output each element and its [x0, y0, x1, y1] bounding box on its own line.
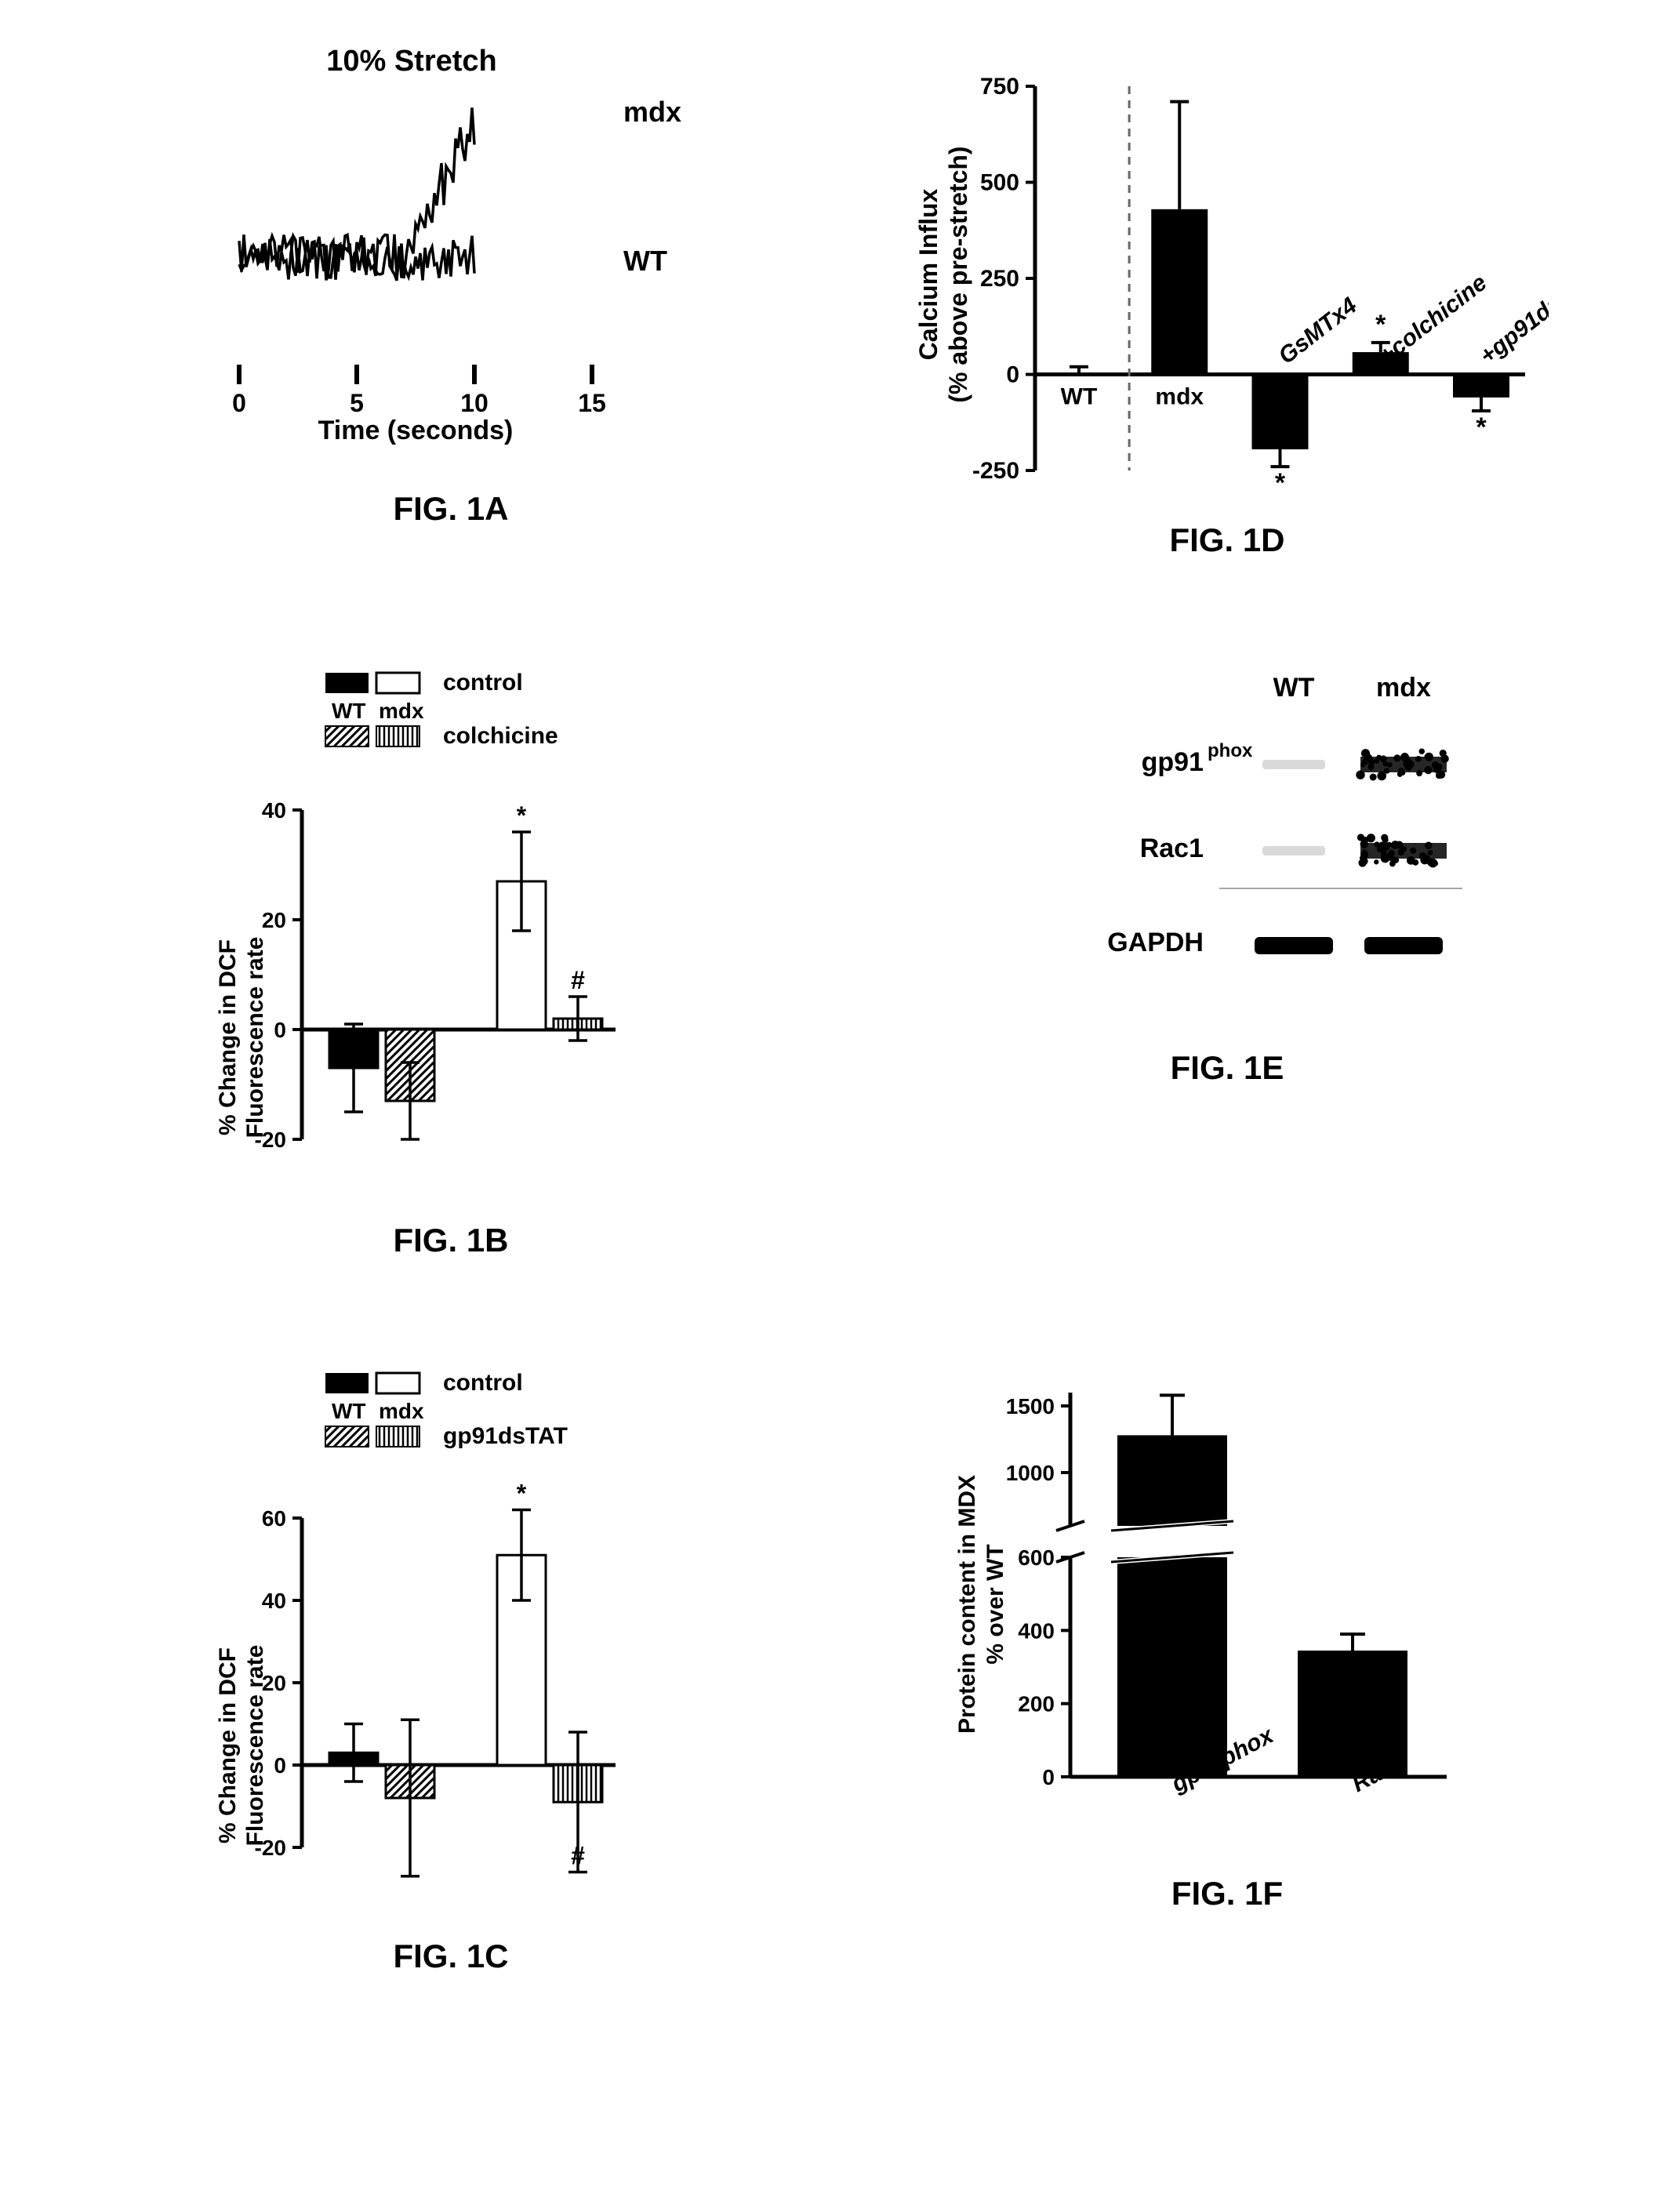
- svg-text:400: 400: [1018, 1618, 1055, 1643]
- panel-1a-chart: 10% Stretch 0 5 10 15 Time (seconds) mdx WT: [176, 31, 725, 470]
- panel-d-axes: -250 0 250 500 750: [972, 74, 1525, 484]
- svg-text:20: 20: [262, 908, 286, 932]
- svg-text:+colchicine: +colchicine: [1375, 270, 1492, 369]
- panel-1b-caption: FIG. 1B: [393, 1222, 508, 1259]
- panel-1e: WT mdx gp91phox Rac1 GAPDH FIG. 1E: [870, 653, 1584, 1259]
- panel-1d: Calcium Influx (% above pre-stretch) -25…: [870, 31, 1584, 559]
- svg-text:-20: -20: [255, 1128, 286, 1152]
- panel-c-legend: control WT mdx gp91dsTAT: [325, 1370, 568, 1449]
- panel-d-ylabel1: Calcium Influx: [914, 188, 943, 360]
- svg-text:200: 200: [1018, 1692, 1055, 1716]
- svg-text:gp91dsTAT: gp91dsTAT: [443, 1423, 568, 1449]
- svg-text:5: 5: [350, 389, 364, 417]
- svg-text:20: 20: [262, 1671, 286, 1695]
- svg-text:WT: WT: [332, 699, 366, 723]
- svg-text:*: *: [1476, 412, 1487, 442]
- figure-grid: 10% Stretch 0 5 10 15 Time (seconds) mdx WT…: [94, 31, 1584, 1975]
- svg-text:phox: phox: [1208, 740, 1253, 761]
- panel-b-legend: control WT mdx colchicine: [325, 670, 558, 749]
- svg-text:0: 0: [1006, 362, 1019, 388]
- panel-1d-caption: FIG. 1D: [1169, 521, 1284, 559]
- svg-text:250: 250: [980, 266, 1019, 292]
- svg-text:#: #: [571, 966, 585, 994]
- panel-1a-caption: FIG. 1A: [393, 490, 508, 528]
- svg-text:10: 10: [460, 389, 489, 417]
- svg-text:*: *: [517, 801, 527, 830]
- panel-c-bars: *#: [329, 1480, 602, 1876]
- panel-1c: controlWTmdxgp91dsTAT % Change in DCF Fl…: [94, 1353, 808, 1975]
- panel-1b: control WT mdx colchicine % Change in DCF F…: [94, 653, 808, 1259]
- svg-text:mdx: mdx: [1155, 384, 1204, 410]
- svg-text:colchicine: colchicine: [443, 723, 558, 749]
- svg-text:WT: WT: [1273, 673, 1315, 703]
- svg-text:*: *: [1375, 310, 1386, 340]
- svg-text:mdx: mdx: [379, 1399, 424, 1423]
- svg-text:*: *: [517, 1480, 527, 1508]
- svg-text:*: *: [1275, 468, 1286, 498]
- panel-a-xticks: 0 5 10 15: [232, 365, 606, 417]
- svg-text:0: 0: [1042, 1765, 1055, 1789]
- panel-a-xlabel: Time (seconds): [318, 416, 514, 445]
- panel-f-ylabel2: % over WT: [982, 1544, 1008, 1664]
- panel-d-ylabel2: (% above pre-stretch): [944, 146, 972, 402]
- panel-b-bars: *#: [329, 801, 602, 1139]
- panel-1c-caption: FIG. 1C: [393, 1938, 508, 1975]
- panel-a-mdx-label: mdx: [623, 96, 681, 128]
- svg-text:500: 500: [980, 170, 1019, 196]
- svg-text:0: 0: [232, 389, 246, 417]
- svg-text:1000: 1000: [1006, 1461, 1055, 1485]
- svg-text:control: control: [443, 670, 523, 696]
- svg-text:-20: -20: [255, 1836, 286, 1860]
- svg-text:15: 15: [578, 389, 606, 417]
- panel-1d-chart: Calcium Influx (% above pre-stretch) -25…: [906, 31, 1549, 502]
- svg-text:-250: -250: [972, 458, 1019, 484]
- panel-f-bars: gp91phoxRac1: [1111, 1395, 1410, 1797]
- svg-text:control: control: [443, 1370, 523, 1396]
- panel-b-ylabel2: Fluorescence rate: [242, 937, 268, 1139]
- panel-d-bars: WTmdx*GsMTx4*+colchicine*+gp91dsTAT: [1051, 102, 1549, 498]
- panel-c-ylabel1: % Change in DCF: [215, 1647, 241, 1843]
- panel-1a: 10% Stretch 0 5 10 15 Time (seconds) mdx WT…: [94, 31, 808, 559]
- panel-a-title: 10% Stretch: [326, 45, 497, 78]
- svg-text:Rac1: Rac1: [1140, 834, 1204, 863]
- svg-text:mdx: mdx: [379, 699, 424, 723]
- panel-a-plot: [239, 107, 474, 280]
- panel-b-ylabel1: % Change in DCF: [215, 939, 241, 1135]
- panel-f-ylabel1: Protein content in MDX: [954, 1475, 980, 1734]
- panel-1c-chart: controlWTmdxgp91dsTAT % Change in DCF Fl…: [208, 1353, 694, 1918]
- panel-1e-blot: WT mdx gp91phox Rac1 GAPDH: [953, 653, 1502, 1030]
- svg-text:WT: WT: [332, 1399, 366, 1423]
- svg-text:600: 600: [1018, 1545, 1055, 1570]
- svg-text:0: 0: [274, 1753, 286, 1778]
- svg-text:0: 0: [274, 1018, 286, 1042]
- svg-text:750: 750: [980, 74, 1019, 100]
- svg-text:gp91: gp91: [1142, 747, 1204, 777]
- panel-1f-chart: Protein content in MDX % over WT 0 200 400…: [945, 1353, 1509, 1855]
- svg-text:#: #: [571, 1842, 585, 1870]
- svg-text:WT: WT: [1061, 384, 1098, 410]
- panel-c-axes: -20 0 20 40 60: [255, 1506, 616, 1860]
- panel-1b-chart: control WT mdx colchicine % Change in DCF F…: [208, 653, 694, 1202]
- svg-text:40: 40: [262, 798, 286, 823]
- svg-text:60: 60: [262, 1506, 286, 1531]
- panel-1f-caption: FIG. 1F: [1171, 1875, 1283, 1912]
- svg-text:GsMTx4: GsMTx4: [1273, 292, 1362, 369]
- panel-e-blot: WT mdx gp91phox Rac1 GAPDH: [1107, 673, 1462, 957]
- panel-1f: Protein content in MDX % over WT 0 200 400…: [870, 1353, 1584, 1975]
- svg-text:40: 40: [262, 1589, 286, 1613]
- panel-a-wt-label: WT: [623, 245, 667, 277]
- svg-text:mdx: mdx: [1376, 673, 1431, 703]
- svg-text:1500: 1500: [1006, 1394, 1055, 1418]
- svg-text:GAPDH: GAPDH: [1107, 928, 1204, 957]
- panel-1e-caption: FIG. 1E: [1171, 1049, 1284, 1087]
- svg-text:+gp91dsTAT: +gp91dsTAT: [1475, 263, 1549, 369]
